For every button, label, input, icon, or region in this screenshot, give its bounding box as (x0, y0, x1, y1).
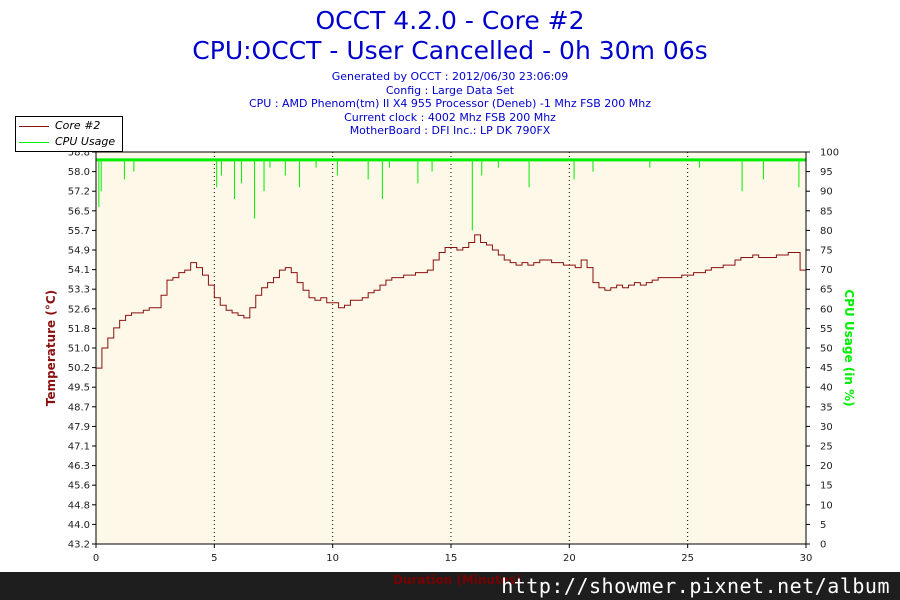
x-axis-label: Duration (Minutes) (393, 573, 522, 587)
y-left-tick-label: 47.1 (68, 442, 90, 453)
x-tick-label: 0 (93, 553, 99, 564)
legend-swatch-cpu-usage (19, 141, 49, 143)
y-right-axis-label: CPU Usage (in %) (842, 289, 856, 406)
y-left-tick-label: 44.0 (68, 520, 90, 531)
y-right-tick-label: 65 (820, 285, 833, 296)
y-right-tick-label: 0 (820, 540, 826, 551)
y-left-tick-label: 58.0 (68, 167, 90, 178)
grid-lines (213, 152, 689, 544)
y-left-tick-label: 57.2 (68, 187, 90, 198)
y-right-tick-label: 15 (820, 481, 833, 492)
y-left-tick-label: 55.7 (68, 226, 90, 237)
y-left-tick-label: 48.7 (68, 402, 90, 413)
y-right-tick-label: 50 (820, 344, 833, 355)
y-left-axis: 43.2 44.0 44.8 45.6 46.3 47.1 47.9 48.7 49.5 50.2… (68, 148, 96, 551)
y-left-tick-label: 58.8 (68, 148, 90, 159)
watermark-url: http://showmer.pixnet.net/album (501, 574, 890, 598)
info-current-clock: Current clock : 4002 Mhz FSB 200 Mhz (344, 110, 556, 124)
info-config: Config : Large Data Set (385, 83, 515, 97)
chart-subtitle: CPU:OCCT - User Cancelled - 0h 30m 06s (192, 36, 708, 65)
x-tick-label: 5 (211, 553, 217, 564)
y-right-tick-label: 75 (820, 246, 833, 257)
y-right-tick-label: 5 (820, 520, 826, 531)
y-left-axis-label: Temperature (°C) (44, 290, 58, 406)
y-left-tick-label: 53.3 (68, 285, 90, 296)
y-left-tick-label: 44.8 (68, 500, 90, 511)
y-right-tick-label: 25 (820, 442, 833, 453)
core-2-line (96, 234, 807, 369)
y-right-tick-label: 20 (820, 461, 833, 472)
y-left-tick-label: 46.3 (68, 461, 90, 472)
y-left-tick-label: 45.6 (68, 481, 90, 492)
y-left-tick-label: 56.5 (68, 206, 90, 217)
info-cpu: CPU : AMD Phenom(tm) II X4 955 Processor… (248, 97, 652, 110)
series-core-2 (96, 234, 807, 369)
y-right-tick-label: 100 (820, 148, 839, 159)
info-generated: Generated by OCCT : 2012/06/30 23:06:09 (331, 70, 569, 83)
legend: Core #2 CPU Usage (15, 116, 123, 152)
series-cpu-usage (96, 158, 807, 231)
y-left-tick-label: 47.9 (68, 422, 90, 433)
x-axis: 0 5 10 15 20 25 30 (93, 544, 813, 564)
legend-label-core-2: Core #2 (55, 119, 101, 132)
y-left-tick-label: 49.5 (68, 383, 90, 394)
y-right-tick-label: 55 (820, 324, 833, 335)
chart-title: OCCT 4.2.0 - Core #2 (315, 6, 585, 35)
info-motherboard: MotherBoard : DFI Inc.: LP DK 790FX (349, 124, 551, 137)
x-tick-label: 10 (326, 553, 339, 564)
y-right-tick-label: 85 (820, 206, 833, 217)
y-right-axis: 0 5 10 15 20 25 30 35 40 45 50 55 60 65 70 75 80 85 90 95 10… (806, 148, 839, 551)
y-left-tick-label: 54.1 (68, 265, 90, 276)
legend-item-cpu-usage: CPU Usage (19, 135, 115, 149)
y-left-tick-label: 50.2 (68, 363, 90, 374)
y-right-tick-label: 30 (820, 422, 833, 433)
x-tick-label: 25 (681, 553, 694, 564)
legend-item-core-2: Core #2 (19, 119, 100, 133)
y-left-tick-label: 51.0 (68, 344, 90, 355)
x-tick-label: 15 (445, 553, 458, 564)
y-right-tick-label: 90 (820, 187, 833, 198)
x-tick-label: 20 (563, 553, 576, 564)
y-left-tick-label: 52.6 (68, 304, 90, 315)
y-right-tick-label: 40 (820, 383, 833, 394)
y-right-tick-label: 60 (820, 304, 833, 315)
y-right-tick-label: 95 (820, 167, 833, 178)
y-left-tick-label: 43.2 (68, 540, 90, 551)
footer-bar (0, 572, 900, 600)
x-tick-label: 30 (800, 553, 813, 564)
legend-swatch-core-2 (19, 125, 49, 127)
y-right-tick-label: 35 (820, 402, 833, 413)
y-right-tick-label: 10 (820, 500, 833, 511)
y-left-tick-label: 54.9 (68, 246, 90, 257)
legend-label-cpu-usage: CPU Usage (55, 135, 116, 148)
y-left-tick-label: 51.8 (68, 324, 90, 335)
y-right-tick-label: 80 (820, 226, 833, 237)
y-right-tick-label: 70 (820, 265, 833, 276)
y-right-tick-label: 45 (820, 363, 833, 374)
